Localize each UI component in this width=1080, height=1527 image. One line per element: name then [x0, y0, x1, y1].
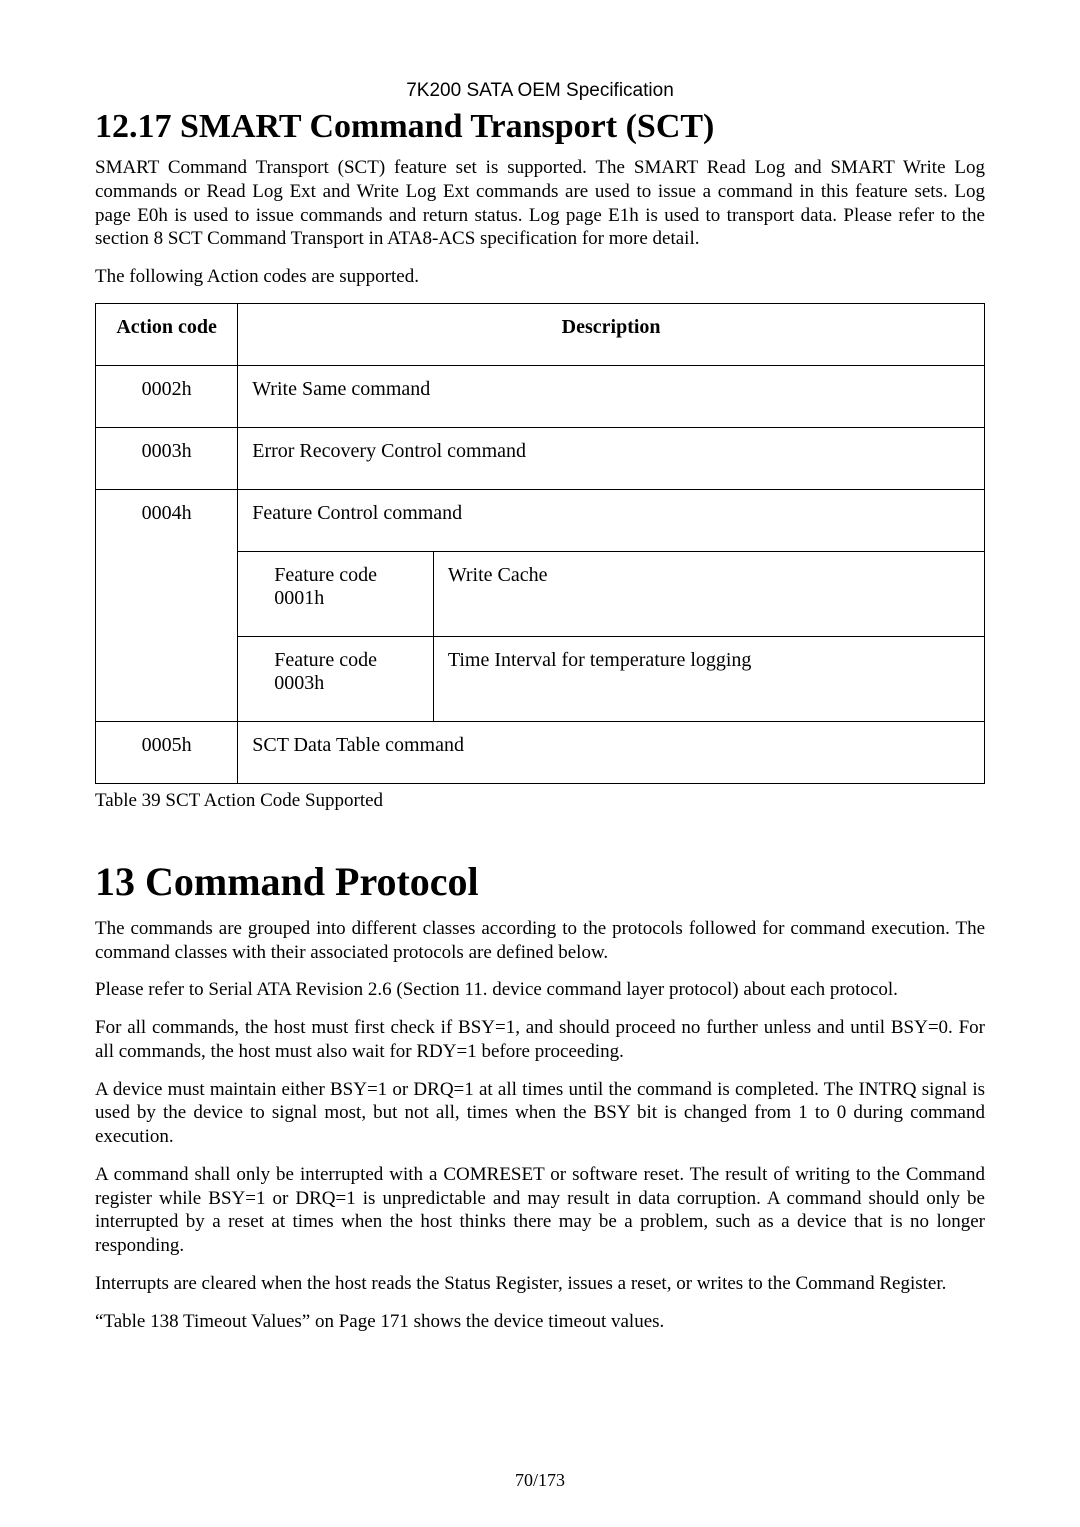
page-footer: 70/173: [0, 1470, 1080, 1491]
table-caption: Table 39 SCT Action Code Supported: [95, 790, 985, 812]
table-header-row: Action code Description: [96, 303, 985, 365]
page: 7K200 SATA OEM Specification 12.17 SMART…: [0, 0, 1080, 1527]
chapter-13-para: The commands are grouped into different …: [95, 917, 985, 965]
description-cell: Write Same command: [238, 365, 985, 427]
chapter-13-para: Please refer to Serial ATA Revision 2.6 …: [95, 978, 985, 1002]
description-cell: Feature Control command: [238, 489, 985, 551]
feature-desc-cell: Time Interval for temperature logging: [433, 636, 984, 721]
feature-desc-cell: Write Cache: [433, 551, 984, 636]
sct-action-code-table: Action code Description 0002h Write Same…: [95, 303, 985, 784]
action-code-cell: 0002h: [96, 365, 238, 427]
col-header-action: Action code: [96, 303, 238, 365]
feature-code-cell: Feature code 0001h: [238, 551, 434, 636]
table-row: 0002h Write Same command: [96, 365, 985, 427]
chapter-13-para: A command shall only be interrupted with…: [95, 1163, 985, 1258]
chapter-13-para: “Table 138 Timeout Values” on Page 171 s…: [95, 1310, 985, 1334]
action-code-cell: 0004h: [96, 489, 238, 721]
chapter-13-heading: 13 Command Protocol: [95, 858, 985, 905]
page-header: 7K200 SATA OEM Specification: [95, 80, 985, 102]
description-cell: Error Recovery Control command: [238, 427, 985, 489]
chapter-13-para: Interrupts are cleared when the host rea…: [95, 1272, 985, 1296]
chapter-13-para: A device must maintain either BSY=1 or D…: [95, 1078, 985, 1149]
section-12-17-para-2: The following Action codes are supported…: [95, 265, 985, 289]
col-header-description: Description: [238, 303, 985, 365]
action-code-cell: 0003h: [96, 427, 238, 489]
section-12-17-para-1: SMART Command Transport (SCT) feature se…: [95, 156, 985, 251]
table-row: 0003h Error Recovery Control command: [96, 427, 985, 489]
table-row: 0005h SCT Data Table command: [96, 721, 985, 783]
action-code-cell: 0005h: [96, 721, 238, 783]
section-12-17-heading: 12.17 SMART Command Transport (SCT): [95, 108, 985, 146]
table-row: 0004h Feature Control command: [96, 489, 985, 551]
feature-code-cell: Feature code 0003h: [238, 636, 434, 721]
description-cell: SCT Data Table command: [238, 721, 985, 783]
chapter-13-para: For all commands, the host must first ch…: [95, 1016, 985, 1064]
